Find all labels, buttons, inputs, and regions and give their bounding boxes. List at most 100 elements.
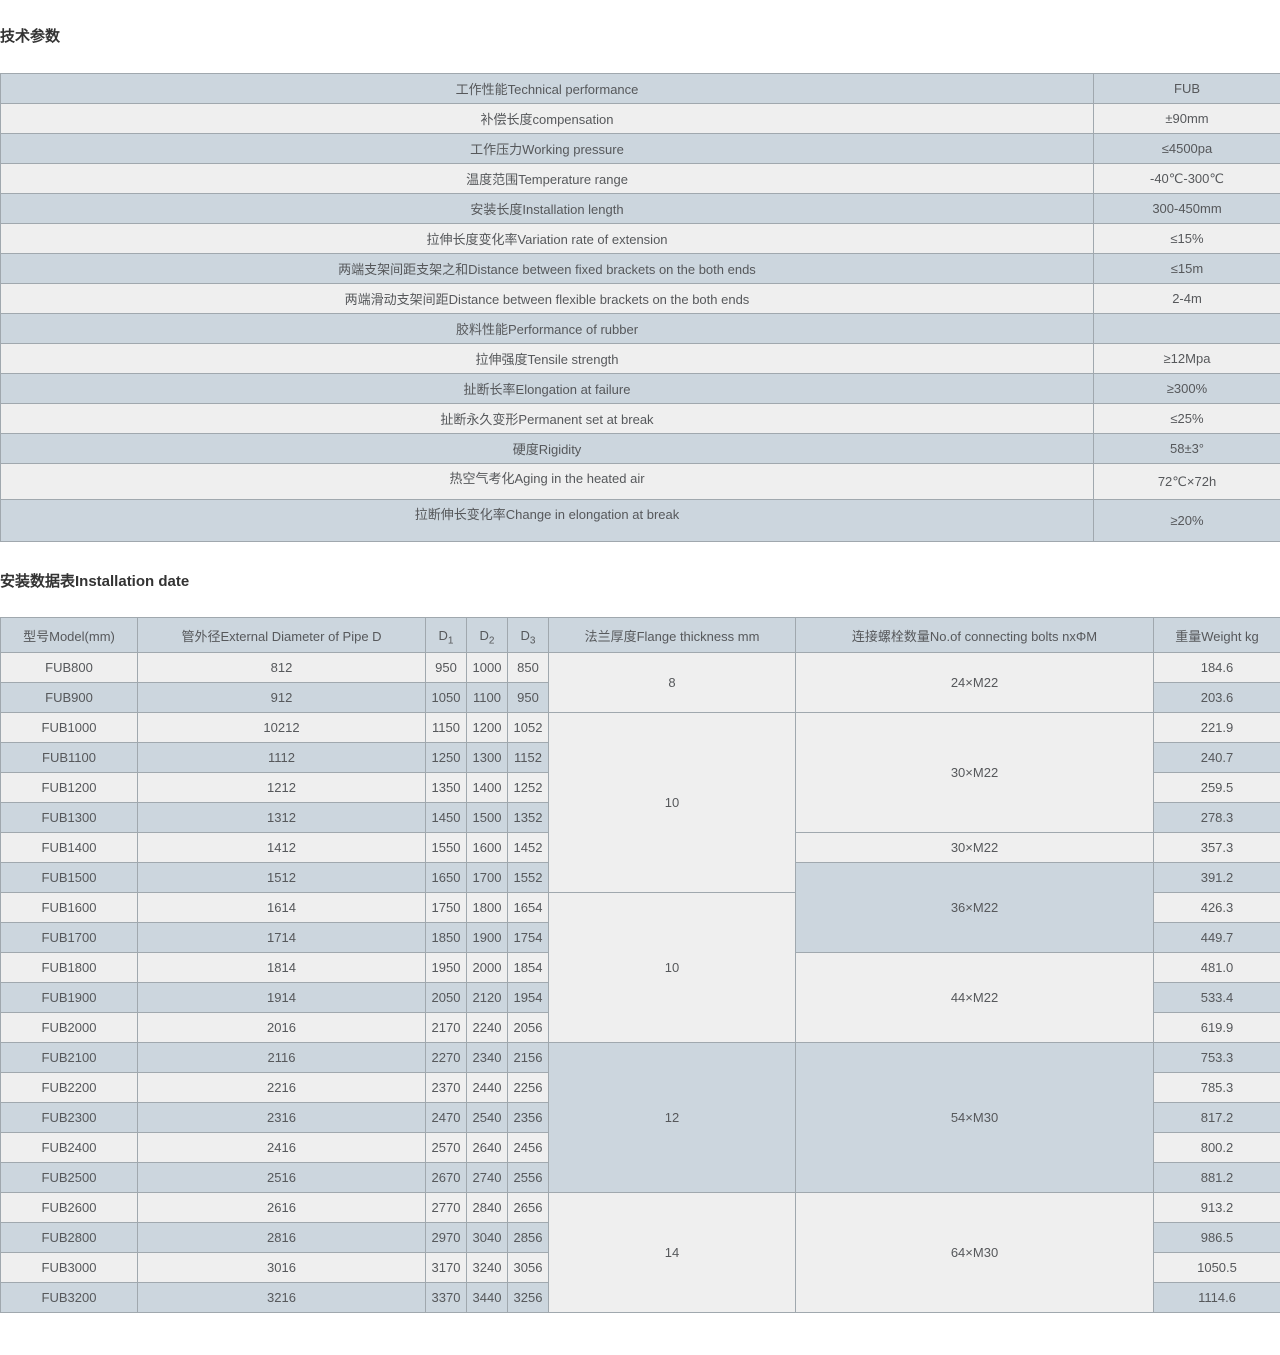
connecting-bolts-cell: 44×M22 bbox=[795, 952, 1154, 1043]
weight-cell: 533.4 bbox=[1153, 982, 1280, 1013]
pipe-diameter-cell: 2516 bbox=[137, 1162, 426, 1193]
d3-cell: 1854 bbox=[507, 952, 549, 983]
model-cell: FUB900 bbox=[0, 682, 138, 713]
model-cell: FUB2600 bbox=[0, 1192, 138, 1223]
model-cell: FUB2200 bbox=[0, 1072, 138, 1103]
d1-cell: 2270 bbox=[425, 1042, 467, 1073]
pipe-diameter-cell: 2816 bbox=[137, 1222, 426, 1253]
pipe-diameter-cell: 1714 bbox=[137, 922, 426, 953]
tech-param-label: 拉伸长度变化率Variation rate of extension bbox=[0, 223, 1094, 254]
model-cell: FUB1800 bbox=[0, 952, 138, 983]
model-cell: FUB1600 bbox=[0, 892, 138, 923]
d2-cell: 1200 bbox=[466, 712, 508, 743]
d3-cell: 2056 bbox=[507, 1012, 549, 1043]
pipe-diameter-cell: 1312 bbox=[137, 802, 426, 833]
install-header-text: 法兰厚度Flange thickness mm bbox=[584, 628, 760, 644]
d2-cell: 1700 bbox=[466, 862, 508, 893]
tech-table-row: 硬度Rigidity 58±3° bbox=[0, 433, 1280, 464]
pipe-diameter-cell: 2316 bbox=[137, 1102, 426, 1133]
install-header-cell: 连接螺栓数量No.of connecting bolts nxΦM bbox=[795, 617, 1154, 653]
install-header-cell: 型号Model(mm) bbox=[0, 617, 138, 653]
tech-table-row: 拉断伸长变化率Change in elongation at break ≥20% bbox=[0, 499, 1280, 542]
install-table-head: 型号Model(mm) 管外径External Diameter of Pipe … bbox=[0, 617, 1280, 653]
d1-cell: 1850 bbox=[425, 922, 467, 953]
weight-cell: 881.2 bbox=[1153, 1162, 1280, 1193]
install-header-cell: D1 bbox=[425, 617, 467, 653]
tech-param-value: ≤15m bbox=[1093, 253, 1280, 284]
d2-cell: 1000 bbox=[466, 652, 508, 683]
install-table-body: FUB800 812 950 1000 850 8 24×M22 184.6 FUB900 912… bbox=[0, 652, 1280, 1313]
tech-table-row: 两端支架间距支架之和Distance between fixed bracket… bbox=[0, 253, 1280, 284]
weight-cell: 240.7 bbox=[1153, 742, 1280, 773]
install-header-text: 管外径External Diameter of Pipe D bbox=[181, 628, 382, 644]
d3-cell: 1052 bbox=[507, 712, 549, 743]
flange-thickness-cell: 10 bbox=[548, 712, 796, 893]
tech-table-row: 热空气考化Aging in the heated air 72℃×72h bbox=[0, 463, 1280, 500]
weight-cell: 986.5 bbox=[1153, 1222, 1280, 1253]
flange-thickness-cell: 8 bbox=[548, 652, 796, 713]
install-header-subscript: 3 bbox=[529, 635, 536, 647]
weight-cell: 278.3 bbox=[1153, 802, 1280, 833]
tech-param-label: 扯断长率Elongation at failure bbox=[0, 373, 1094, 404]
d3-cell: 2556 bbox=[507, 1162, 549, 1193]
pipe-diameter-cell: 3216 bbox=[137, 1282, 426, 1313]
d2-cell: 2540 bbox=[466, 1102, 508, 1133]
d1-cell: 1350 bbox=[425, 772, 467, 803]
tech-table-row: 安装长度Installation length 300-450mm bbox=[0, 193, 1280, 224]
pipe-diameter-cell: 3016 bbox=[137, 1252, 426, 1283]
tech-param-value: ≥300% bbox=[1093, 373, 1280, 404]
d1-cell: 2170 bbox=[425, 1012, 467, 1043]
tech-param-label: 热空气考化Aging in the heated air bbox=[0, 463, 1094, 500]
install-header-cell: 管外径External Diameter of Pipe D bbox=[137, 617, 426, 653]
tech-table-row: 扯断永久变形Permanent set at break ≤25% bbox=[0, 403, 1280, 434]
d2-cell: 3040 bbox=[466, 1222, 508, 1253]
d2-cell: 2340 bbox=[466, 1042, 508, 1073]
tech-table-row: 补偿长度compensation ±90mm bbox=[0, 103, 1280, 134]
connecting-bolts-cell: 36×M22 bbox=[795, 862, 1154, 953]
tech-param-value: 58±3° bbox=[1093, 433, 1280, 464]
model-cell: FUB2500 bbox=[0, 1162, 138, 1193]
d2-cell: 2000 bbox=[466, 952, 508, 983]
d2-cell: 1400 bbox=[466, 772, 508, 803]
tech-table-body: 工作性能Technical performance FUB 补偿长度compensa… bbox=[0, 73, 1280, 542]
model-cell: FUB3000 bbox=[0, 1252, 138, 1283]
d1-cell: 2970 bbox=[425, 1222, 467, 1253]
install-table-row: FUB3200 3216 3370 3440 3256 1114.6 bbox=[0, 1282, 1280, 1313]
d3-cell: 3256 bbox=[507, 1282, 549, 1313]
weight-cell: 1050.5 bbox=[1153, 1252, 1280, 1283]
d3-cell: 2356 bbox=[507, 1102, 549, 1133]
weight-cell: 184.6 bbox=[1153, 652, 1280, 683]
tech-param-value bbox=[1093, 313, 1280, 344]
model-cell: FUB2300 bbox=[0, 1102, 138, 1133]
tech-table-row: 工作性能Technical performance FUB bbox=[0, 73, 1280, 104]
model-cell: FUB1100 bbox=[0, 742, 138, 773]
technical-parameters-table: 工作性能Technical performance FUB 补偿长度compensa… bbox=[0, 73, 1280, 542]
d1-cell: 1750 bbox=[425, 892, 467, 923]
d2-cell: 1100 bbox=[466, 682, 508, 713]
d3-cell: 1152 bbox=[507, 742, 549, 773]
weight-cell: 481.0 bbox=[1153, 952, 1280, 983]
tech-param-label: 硬度Rigidity bbox=[0, 433, 1094, 464]
tech-param-label: 工作压力Working pressure bbox=[0, 133, 1094, 164]
d1-cell: 3370 bbox=[425, 1282, 467, 1313]
model-cell: FUB1700 bbox=[0, 922, 138, 953]
d3-cell: 2256 bbox=[507, 1072, 549, 1103]
tech-param-value: ≥12Mpa bbox=[1093, 343, 1280, 374]
install-header-text: D bbox=[479, 627, 489, 643]
d1-cell: 2670 bbox=[425, 1162, 467, 1193]
tech-param-value: 2-4m bbox=[1093, 283, 1280, 314]
d1-cell: 1450 bbox=[425, 802, 467, 833]
weight-cell: 357.3 bbox=[1153, 832, 1280, 863]
weight-cell: 817.2 bbox=[1153, 1102, 1280, 1133]
d2-cell: 1900 bbox=[466, 922, 508, 953]
d1-cell: 2570 bbox=[425, 1132, 467, 1163]
model-cell: FUB1900 bbox=[0, 982, 138, 1013]
install-header-text: D bbox=[438, 627, 448, 643]
pipe-diameter-cell: 812 bbox=[137, 652, 426, 683]
tech-table-row: 温度范围Temperature range -40℃-300℃ bbox=[0, 163, 1280, 194]
model-cell: FUB2800 bbox=[0, 1222, 138, 1253]
model-cell: FUB1000 bbox=[0, 712, 138, 743]
model-cell: FUB3200 bbox=[0, 1282, 138, 1313]
flange-thickness-cell: 10 bbox=[548, 892, 796, 1043]
d3-cell: 1552 bbox=[507, 862, 549, 893]
